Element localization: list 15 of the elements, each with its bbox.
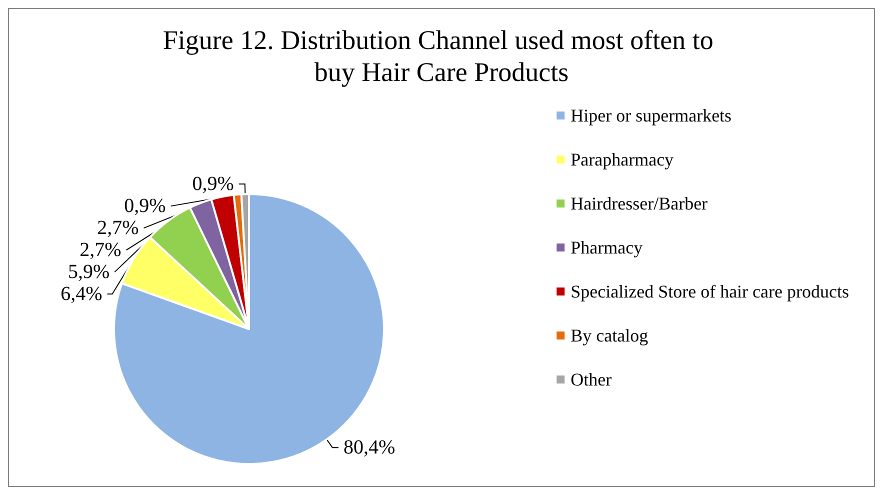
legend-label: Specialized Store of hair care products — [570, 282, 850, 302]
legend-label: Hairdresser/Barber — [570, 194, 708, 214]
legend-label: Other — [570, 370, 612, 390]
data-label: 80,4% — [343, 436, 396, 459]
data-label: 0,9% — [124, 195, 166, 218]
data-label: 2,7% — [97, 217, 139, 240]
data-label: 6,4% — [60, 283, 102, 306]
legend-label: Parapharmacy — [570, 150, 674, 170]
legend-label: Hiper or supermarkets — [570, 106, 732, 126]
data-label: 0,9% — [192, 173, 234, 196]
chart-title: Figure 12. Distribution Channel used most often to buy Hair Care Products — [162, 25, 720, 87]
data-label: 5,9% — [68, 261, 110, 284]
data-label: 2,7% — [80, 239, 122, 262]
legend-label: Pharmacy — [570, 238, 643, 258]
legend-label: By catalog — [570, 326, 648, 346]
